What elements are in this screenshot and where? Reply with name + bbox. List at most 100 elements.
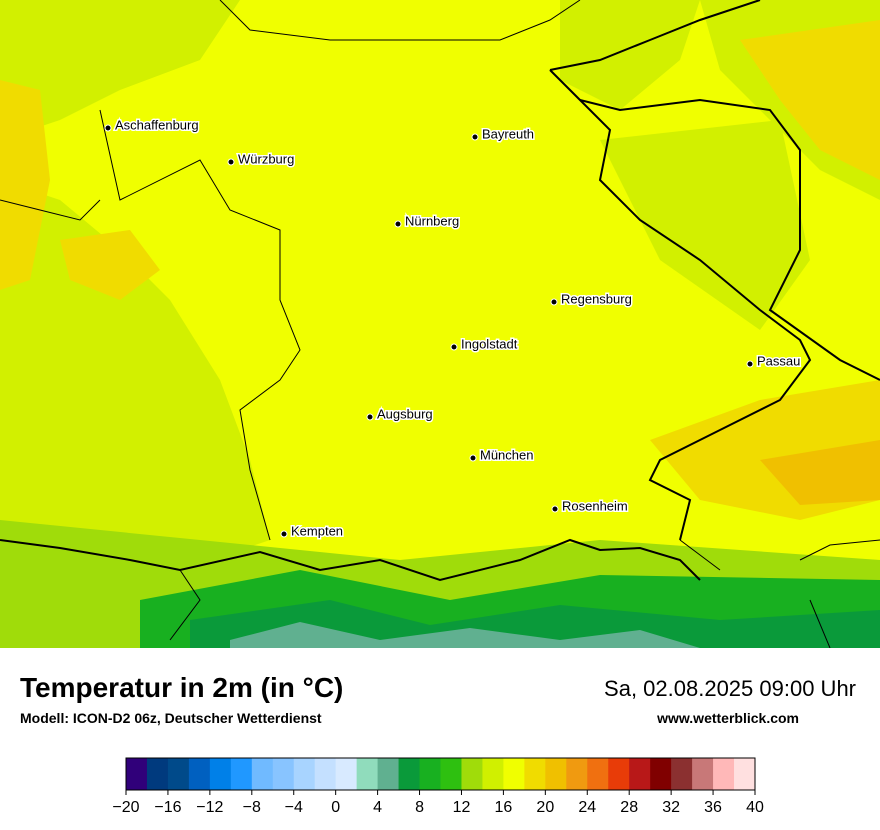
state-border <box>219 0 581 41</box>
temp-region <box>190 600 880 648</box>
datetime: Sa, 02.08.2025 09:00 Uhr <box>604 676 856 701</box>
city: Würzburg <box>227 150 296 168</box>
colorbar-swatch <box>671 758 693 790</box>
colorbar-swatch <box>713 758 735 790</box>
city-dot <box>469 454 477 462</box>
colorbar-tick-label: 36 <box>704 799 722 816</box>
colorbar-swatch <box>146 758 169 790</box>
city-dot <box>366 413 374 421</box>
city-label: Rosenheim <box>562 498 628 513</box>
city-label: Augsburg <box>377 406 433 421</box>
city: Rosenheim <box>551 497 629 515</box>
title: Temperatur in 2m (in °C) <box>20 672 344 703</box>
colorbar-tick-label: 32 <box>662 799 680 816</box>
border <box>579 98 880 381</box>
temp-region <box>60 230 160 300</box>
city: Ingolstadt <box>450 335 519 353</box>
city: München <box>469 446 535 464</box>
colorbar-swatch <box>650 758 672 790</box>
colorbar-tick-label: −20 <box>112 799 139 816</box>
temp-region <box>760 440 880 505</box>
city-label: Würzburg <box>238 151 294 166</box>
temp-region <box>560 0 700 110</box>
colorbar-swatch <box>440 758 462 790</box>
city-dot <box>551 505 559 513</box>
city-dot <box>550 298 558 306</box>
map: Aschaffenburg Würzburg Bayreuth Nürnberg Reg… <box>0 0 880 648</box>
colorbar-swatch <box>482 758 504 790</box>
colorbar-tick-label: 0 <box>331 799 340 816</box>
colorbar-swatch <box>461 758 483 790</box>
city: Kempten <box>280 522 345 540</box>
colorbar-swatch <box>356 758 379 790</box>
website: www.wetterblick.com <box>657 710 799 726</box>
colorbar-frame <box>125 757 756 791</box>
colorbar-swatch <box>126 758 148 790</box>
colorbar-tick-label: 8 <box>415 799 424 816</box>
colorbar-swatch <box>545 758 567 790</box>
colorbar-swatch <box>167 758 190 790</box>
state-border <box>679 539 880 648</box>
colorbar-tick-label: 20 <box>536 799 554 816</box>
border <box>549 69 812 541</box>
subtitle: Modell: ICON-D2 06z, Deutscher Wetterdie… <box>20 710 322 726</box>
city-label: Aschaffenburg <box>115 117 199 132</box>
city-label: Ingolstadt <box>461 336 518 351</box>
colorbar-swatch <box>608 758 630 790</box>
city-dot <box>450 343 458 351</box>
city-label: Kempten <box>291 523 343 538</box>
colorbar-swatch <box>503 758 525 790</box>
colorbar-swatch <box>692 758 714 790</box>
colorbar-tick-label: −12 <box>196 799 223 816</box>
colorbar-swatch <box>209 758 232 790</box>
colorbar-swatch <box>335 758 358 790</box>
temp-region <box>0 80 50 290</box>
colorbar-tick-label: 40 <box>746 799 764 816</box>
city: Aschaffenburg <box>104 116 200 134</box>
city-label: Nürnberg <box>405 213 459 228</box>
city-dot <box>746 360 754 368</box>
colorbar-tick-label: 4 <box>373 799 382 816</box>
colorbar-swatch <box>314 758 337 790</box>
state-border <box>0 199 101 221</box>
colorbar: −20 −16 −12 −8 −4 0 4 8 12 16 20 24 28 32 36 40 <box>112 757 764 816</box>
colorbar-swatch <box>230 758 253 790</box>
state-border <box>99 109 301 541</box>
colorbar-swatch <box>566 758 588 790</box>
colorbar-tick-label: 12 <box>453 799 471 816</box>
colorbar-tick-label: 16 <box>495 799 513 816</box>
colorbar-swatch <box>293 758 316 790</box>
city-layer: Aschaffenburg Würzburg Bayreuth Nürnberg Reg… <box>104 116 802 540</box>
colorbar-swatch <box>398 758 421 790</box>
state-border <box>169 569 201 641</box>
colorbar-swatch <box>251 758 274 790</box>
temp-region <box>600 120 810 330</box>
city-label: Regensburg <box>561 291 632 306</box>
colorbar-swatch <box>734 758 756 790</box>
colorbar-swatch <box>587 758 609 790</box>
colorbar-swatch <box>377 758 400 790</box>
colorbar-tick-label: 28 <box>620 799 638 816</box>
colorbar-swatch <box>272 758 295 790</box>
colorbar-swatch <box>419 758 441 790</box>
city-dot <box>104 124 112 132</box>
temp-region <box>0 180 270 570</box>
colorbar-tick-label: −4 <box>285 799 303 816</box>
city: Passau <box>746 352 802 370</box>
city-dot <box>471 133 479 141</box>
city-label: Bayreuth <box>482 126 534 141</box>
temp-region <box>0 0 240 140</box>
border <box>0 538 701 582</box>
temp-region <box>740 20 880 180</box>
colorbar-tick-label: −16 <box>154 799 181 816</box>
temp-region <box>230 622 700 648</box>
city-label: München <box>480 447 533 462</box>
colorbar-swatch <box>188 758 211 790</box>
colorbar-swatch <box>629 758 651 790</box>
city-dot <box>227 158 235 166</box>
city-label: Passau <box>757 353 800 368</box>
city: Bayreuth <box>471 125 536 143</box>
colorbar-swatch <box>524 758 546 790</box>
border <box>549 0 761 71</box>
